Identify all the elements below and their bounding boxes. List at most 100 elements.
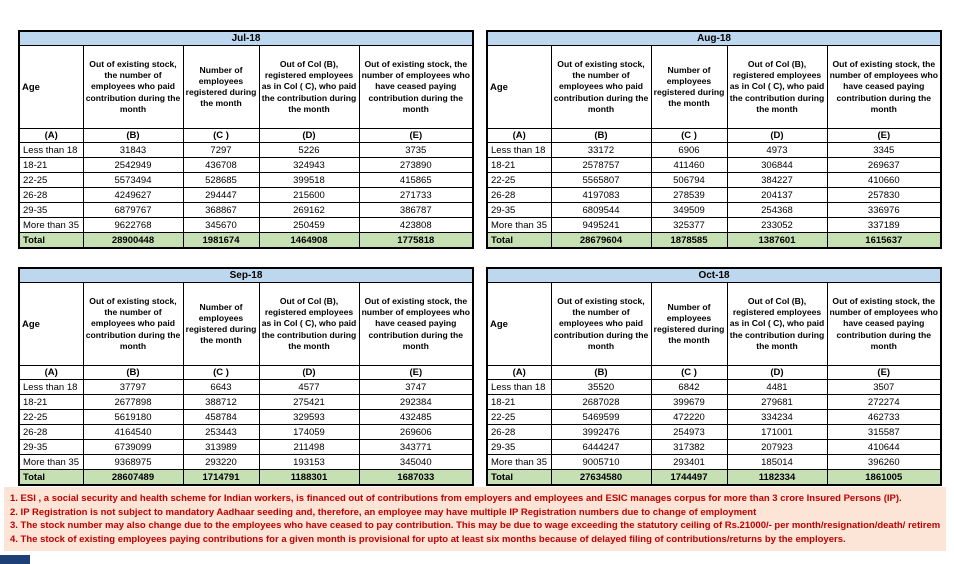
- value-cell: 399679: [650, 394, 728, 410]
- value-cell: 271733: [358, 187, 474, 203]
- table-row: More than 35 9622768 345670 250459 423808: [18, 217, 474, 233]
- column-letter: (C ): [182, 128, 260, 143]
- footnote: 2. IP Registration is not subject to man…: [10, 506, 757, 518]
- value-cell: 4164540: [82, 424, 184, 440]
- column-header: Out of existing stock, the number of emp…: [826, 282, 942, 366]
- total-label: Total: [18, 232, 84, 249]
- value-cell: 5226: [258, 142, 360, 158]
- total-value-cell: 1687033: [358, 469, 474, 486]
- age-cell: 18-21: [486, 157, 552, 173]
- value-cell: 325377: [650, 217, 728, 233]
- value-cell: 9495241: [550, 217, 652, 233]
- total-value-cell: 1387601: [726, 232, 828, 249]
- footnotes-block: 1. ESI , a social security and health sc…: [4, 487, 946, 551]
- column-letter: (B): [550, 365, 652, 380]
- total-value-cell: 1615637: [826, 232, 942, 249]
- value-cell: 306844: [726, 157, 828, 173]
- column-header: Number of employees registered during th…: [650, 282, 728, 366]
- column-letter: (C ): [182, 365, 260, 380]
- column-header: Out of existing stock, the number of emp…: [82, 282, 184, 366]
- value-cell: 396260: [826, 454, 942, 470]
- age-cell: Less than 18: [486, 142, 552, 158]
- age-column-header: Age: [486, 45, 552, 129]
- column-header: Out of Col (B), registered employees as …: [258, 282, 360, 366]
- value-cell: 37797: [82, 379, 184, 395]
- column-letter: (D): [726, 365, 828, 380]
- month-table: Sep-18 Age Out of existing stock, the numb…: [18, 267, 475, 486]
- value-cell: 337189: [826, 217, 942, 233]
- value-cell: 35520: [550, 379, 652, 395]
- value-cell: 185014: [726, 454, 828, 470]
- column-letter: (B): [82, 365, 184, 380]
- age-cell: Less than 18: [18, 142, 84, 158]
- value-cell: 432485: [358, 409, 474, 425]
- value-cell: 250459: [258, 217, 360, 233]
- column-header: Out of existing stock, the number of emp…: [550, 45, 652, 129]
- value-cell: 345670: [182, 217, 260, 233]
- value-cell: 294447: [182, 187, 260, 203]
- total-value-cell: 1188301: [258, 469, 360, 486]
- value-cell: 4249627: [82, 187, 184, 203]
- column-header: Number of employees registered during th…: [650, 45, 728, 129]
- column-header: Out of existing stock, the number of emp…: [358, 45, 474, 129]
- value-cell: 6842: [650, 379, 728, 395]
- value-cell: 207923: [726, 439, 828, 455]
- table-row: 18-21 2578757 411460 306844 269637: [486, 157, 942, 173]
- age-cell: 18-21: [18, 157, 84, 173]
- total-value-cell: 1464908: [258, 232, 360, 249]
- age-cell: Less than 18: [18, 379, 84, 395]
- age-cell: More than 35: [18, 454, 84, 470]
- value-cell: 436708: [182, 157, 260, 173]
- table-row: 22-25 5565807 506794 384227 410660: [486, 172, 942, 188]
- value-cell: 4481: [726, 379, 828, 395]
- value-cell: 4197083: [550, 187, 652, 203]
- total-row: Total 27634580 1744497 1182334 1861005: [486, 469, 942, 486]
- sheet-tab-fragment[interactable]: [0, 555, 30, 564]
- table-row: 26-28 4249627 294447 215600 271733: [18, 187, 474, 203]
- age-cell: 29-35: [486, 439, 552, 455]
- table-row: 29-35 6739099 313989 211498 343771: [18, 439, 474, 455]
- value-cell: 33172: [550, 142, 652, 158]
- age-cell: 22-25: [18, 172, 84, 188]
- value-cell: 345040: [358, 454, 474, 470]
- age-column-header: Age: [486, 282, 552, 366]
- table-row: 22-25 5469599 472220 334234 462733: [486, 409, 942, 425]
- total-row: Total 28607489 1714791 1188301 1687033: [18, 469, 474, 486]
- value-cell: 31843: [82, 142, 184, 158]
- column-header: Number of employees registered during th…: [182, 282, 260, 366]
- table-row: More than 35 9368975 293220 193153 345040: [18, 454, 474, 470]
- value-cell: 343771: [358, 439, 474, 455]
- value-cell: 211498: [258, 439, 360, 455]
- age-cell: 22-25: [18, 409, 84, 425]
- month-title: Aug-18: [486, 30, 942, 46]
- total-value-cell: 1861005: [826, 469, 942, 486]
- column-letter: (C ): [650, 365, 728, 380]
- table-row: More than 35 9005710 293401 185014 396260: [486, 454, 942, 470]
- value-cell: 386787: [358, 202, 474, 218]
- column-header: Out of existing stock, the number of emp…: [82, 45, 184, 129]
- value-cell: 272274: [826, 394, 942, 410]
- column-letter: (C ): [650, 128, 728, 143]
- value-cell: 324943: [258, 157, 360, 173]
- table-row: 26-28 3992476 254973 171001 315587: [486, 424, 942, 440]
- value-cell: 411460: [650, 157, 728, 173]
- value-cell: 2687028: [550, 394, 652, 410]
- table-row: 29-35 6809544 349509 254368 336976: [486, 202, 942, 218]
- value-cell: 6444247: [550, 439, 652, 455]
- footnote: 3. The stock number may also change due …: [10, 520, 940, 531]
- column-letter-row: (A) (B) (C ) (D) (E): [18, 365, 474, 380]
- column-letter-row: (A) (B) (C ) (D) (E): [486, 365, 942, 380]
- value-cell: 5565807: [550, 172, 652, 188]
- column-letter-row: (A) (B) (C ) (D) (E): [18, 128, 474, 143]
- value-cell: 2677898: [82, 394, 184, 410]
- total-label: Total: [486, 232, 552, 249]
- table-row: Less than 18 31843 7297 5226 3735: [18, 142, 474, 158]
- value-cell: 5573494: [82, 172, 184, 188]
- total-value-cell: 28607489: [82, 469, 184, 486]
- age-column-header: Age: [18, 45, 84, 129]
- value-cell: 3507: [826, 379, 942, 395]
- column-letter: (A): [486, 365, 552, 380]
- age-cell: 18-21: [18, 394, 84, 410]
- table-row: 29-35 6444247 317382 207923 410644: [486, 439, 942, 455]
